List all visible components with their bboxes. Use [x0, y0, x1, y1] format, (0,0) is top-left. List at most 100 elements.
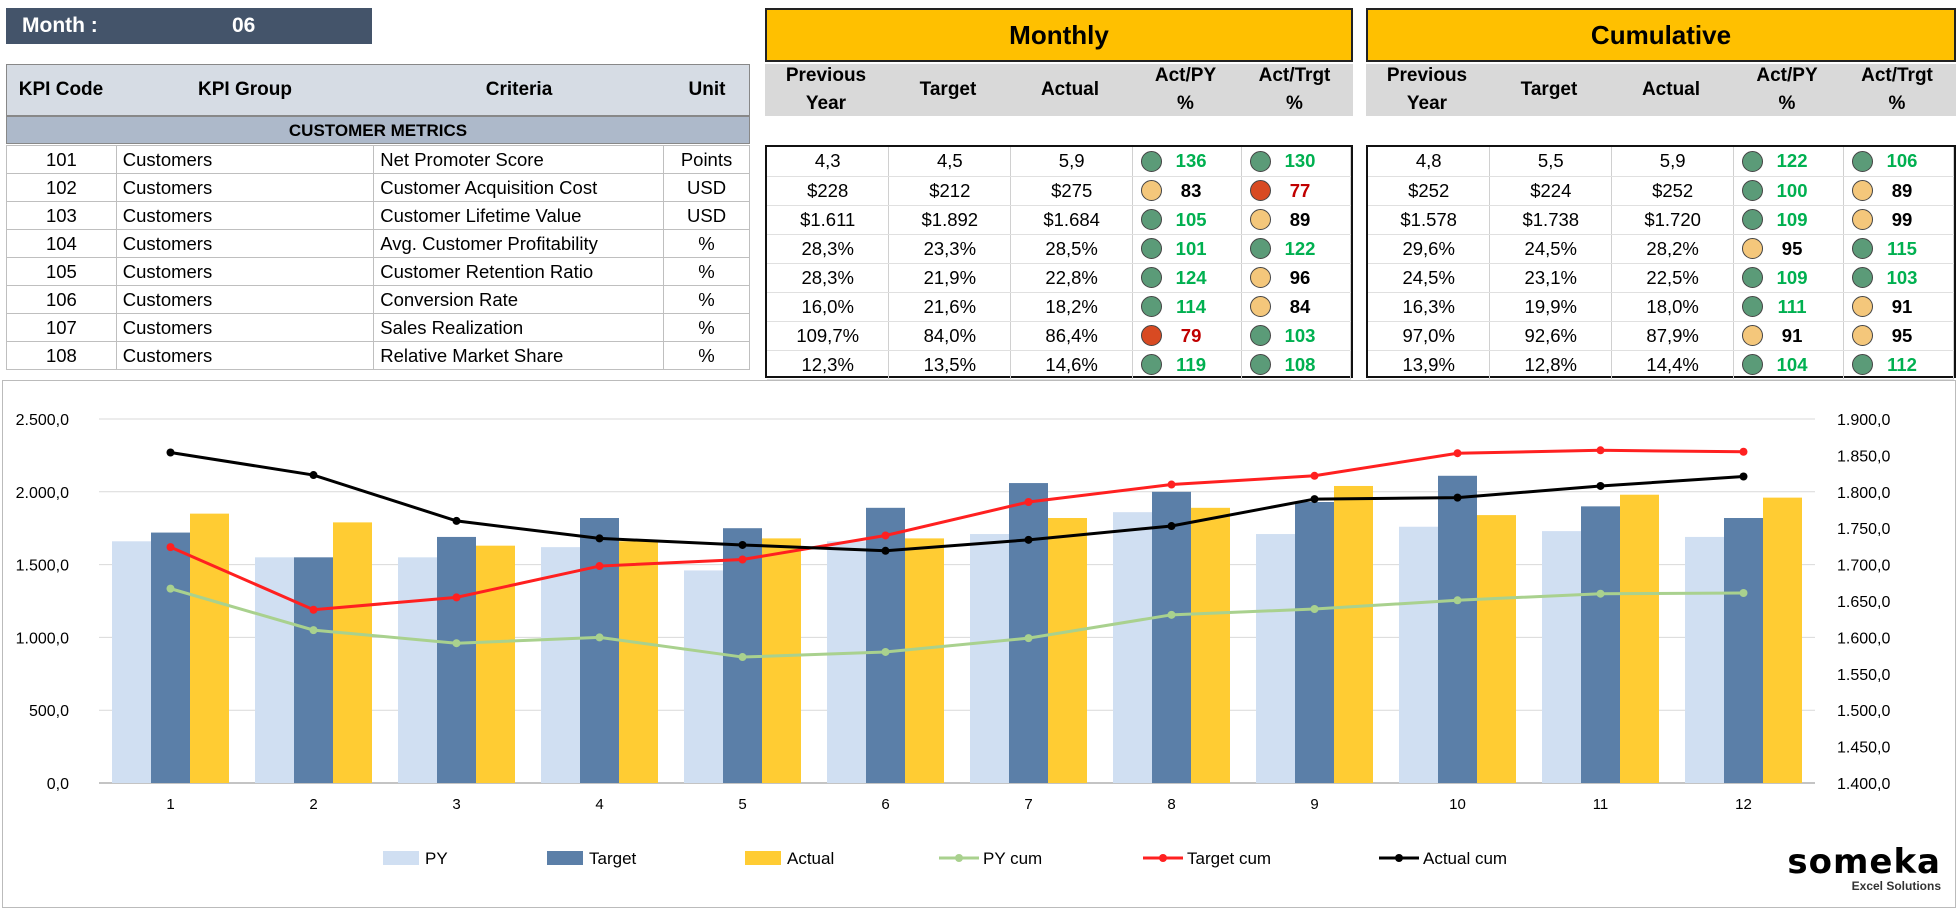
x-axis-tick-label: 3: [452, 796, 460, 813]
monthly-row: $1.611 $1.892 $1.684 105 89: [767, 205, 1351, 235]
kpi-group: Customers: [115, 257, 375, 286]
monthly-target-cell: 13,5%: [888, 350, 1012, 380]
kpi-unit: Points: [663, 145, 750, 174]
cumulative-actpy-percent: 95: [1781, 237, 1803, 259]
point-py-cum: [309, 626, 318, 635]
monthly-row: 4,3 4,5 5,9 136 130: [767, 147, 1351, 177]
monthly-target-cell: 23,3%: [888, 234, 1012, 264]
monthly-header-actpy: Act/PY%: [1131, 64, 1240, 116]
cumulative-acttrgt-cell: 95: [1843, 321, 1954, 351]
header-kpi-code: KPI Code: [18, 79, 104, 100]
kpi-unit: %: [663, 285, 750, 314]
point-py-cum: [1024, 634, 1033, 643]
monthly-actpy-percent: 83: [1180, 179, 1202, 201]
cumulative-actual-cell: 22,5%: [1611, 263, 1735, 293]
point-py-cum: [1453, 596, 1462, 605]
legend-label-actual-cum: Actual cum: [1423, 849, 1507, 868]
bar-actual: [619, 541, 658, 783]
point-actual-cum: [881, 546, 890, 555]
point-py-cum: [1167, 610, 1176, 619]
y2-axis-tick-label: 1.450,0: [1837, 740, 1890, 757]
kpi-group: Customers: [115, 145, 375, 174]
status-green-indicator-icon: [1852, 267, 1874, 288]
status-green-indicator-icon: [1742, 267, 1764, 288]
cumulative-py-cell: $1.578: [1368, 205, 1491, 235]
cumulative-header-py-line2: Year: [1406, 93, 1448, 114]
kpi-row: 102 Customers Customer Acquisition Cost USD: [6, 173, 750, 202]
point-target-cum: [881, 531, 890, 540]
cumulative-actpy-cell: 91: [1733, 321, 1845, 351]
monthly-acttrgt-cell: 84: [1241, 292, 1351, 322]
kpi-table: 101 Customers Net Promoter Score Points 102 C…: [6, 145, 750, 370]
cumulative-acttrgt-percent: 112: [1887, 353, 1917, 375]
monthly-py-cell: $1.611: [767, 205, 890, 235]
bar-target: [1724, 518, 1763, 783]
status-green-indicator-icon: [1742, 180, 1764, 201]
cumulative-actual-cell: $1.720: [1611, 205, 1735, 235]
cumulative-acttrgt-cell: 103: [1843, 263, 1954, 293]
month-label: Month :: [22, 14, 98, 37]
legend-swatch-py: [383, 851, 419, 865]
kpi-group: Customers: [115, 229, 375, 258]
monthly-target-cell: $212: [888, 176, 1012, 206]
monthly-header-py-line1: Previous: [785, 65, 867, 86]
bar-actual: [476, 545, 515, 783]
monthly-actpy-cell: 124: [1132, 263, 1243, 293]
monthly-acttrgt-cell: 89: [1241, 205, 1351, 235]
status-green-indicator-icon: [1250, 354, 1272, 375]
cumulative-actpy-cell: 111: [1733, 292, 1845, 322]
point-actual-cum: [452, 516, 461, 525]
cumulative-target-cell: 12,8%: [1489, 350, 1613, 380]
y2-axis-tick-label: 1.850,0: [1837, 448, 1890, 465]
cumulative-actpy-percent: 91: [1781, 324, 1803, 346]
bar-actual: [1334, 485, 1373, 783]
monthly-acttrgt-cell: 77: [1241, 176, 1351, 206]
y2-axis-tick-label: 1.650,0: [1837, 594, 1890, 611]
point-target-cum: [595, 562, 604, 571]
kpi-criteria: Customer Acquisition Cost: [373, 173, 665, 202]
monthly-actpy-percent: 114: [1176, 295, 1207, 317]
x-axis-tick-label: 6: [881, 796, 889, 813]
status-green-indicator-icon: [1742, 296, 1764, 317]
status-green-indicator-icon: [1141, 238, 1163, 259]
cumulative-py-cell: $252: [1368, 176, 1491, 206]
bar-actual: [1620, 494, 1659, 783]
bar-actual: [762, 538, 801, 783]
bar-actual: [190, 513, 229, 783]
someka-logo: someka Excel Solutions: [1787, 845, 1941, 893]
point-py-cum: [452, 639, 461, 648]
cumulative-actual-cell: 5,9: [1611, 147, 1735, 177]
status-amber-indicator-icon: [1250, 209, 1272, 230]
kpi-unit: %: [663, 313, 750, 342]
status-green-indicator-icon: [1141, 296, 1163, 317]
monthly-actual-cell: 86,4%: [1010, 321, 1134, 351]
cumulative-actpy-percent: 100: [1776, 179, 1808, 201]
cumulative-acttrgt-percent: 115: [1887, 237, 1917, 259]
cumulative-py-cell: 97,0%: [1368, 321, 1491, 351]
monthly-header-acttrgt-line2: %: [1286, 93, 1303, 114]
cumulative-actual-cell: 87,9%: [1611, 321, 1735, 351]
cumulative-banner: Cumulative: [1366, 8, 1956, 62]
x-axis-tick-label: 12: [1735, 796, 1752, 813]
monthly-header-actpy-line2: %: [1177, 93, 1194, 114]
point-py-cum: [595, 633, 604, 642]
legend-marker-target-cum: [1159, 854, 1167, 862]
section-customer-metrics: CUSTOMER METRICS: [6, 116, 750, 144]
kpi-code: 108: [6, 341, 117, 370]
point-target-cum: [452, 593, 461, 602]
monthly-row: 28,3% 23,3% 28,5% 101 122: [767, 234, 1351, 264]
monthly-row: 109,7% 84,0% 86,4% 79 103: [767, 321, 1351, 351]
kpi-code: 104: [6, 229, 117, 258]
monthly-acttrgt-percent: 89: [1289, 208, 1311, 230]
x-axis-tick-label: 10: [1449, 796, 1466, 813]
point-py-cum: [1596, 589, 1605, 598]
bar-actual: [1477, 515, 1516, 783]
status-green-indicator-icon: [1852, 238, 1874, 259]
line-target-cum: [169, 448, 1744, 612]
monthly-acttrgt-cell: 103: [1241, 321, 1351, 351]
month-selector[interactable]: Month : 06: [6, 8, 372, 44]
monthly-actual-cell: 5,9: [1010, 147, 1134, 177]
monthly-row: 16,0% 21,6% 18,2% 114 84: [767, 292, 1351, 322]
monthly-banner: Monthly: [765, 8, 1353, 62]
x-axis-tick-label: 4: [595, 796, 603, 813]
